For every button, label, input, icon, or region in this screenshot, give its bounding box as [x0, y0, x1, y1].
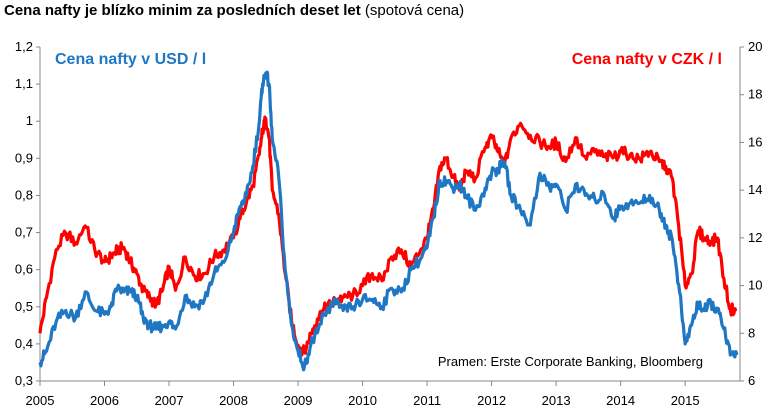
chart-title-main: Cena nafty je blízko minim za posledních… [4, 2, 361, 19]
x-tick-label: 2011 [413, 393, 441, 408]
source-note: Pramen: Erste Corporate Banking, Bloombe… [438, 354, 703, 369]
series-label-usd: Cena nafty v USD / l [55, 51, 206, 68]
y-left-tick-label: 0,5 [15, 299, 33, 314]
x-tick-label: 2015 [671, 393, 700, 408]
x-tick-label: 2007 [155, 393, 184, 408]
y-right-tick-label: 8 [748, 325, 755, 340]
y-left-tick-label: 1,2 [15, 39, 33, 54]
chart-axes: 0,3 0,4 0,5 0,6 0,7 0,8 0,9 1 1,1 1,2 6 8 10 12 14 16 18… [15, 39, 763, 408]
x-tick-label: 2008 [219, 393, 248, 408]
y-left-tick-label: 0,6 [15, 262, 33, 277]
chart-title-sub: (spotová cena) [364, 2, 465, 19]
chart-lines [38, 70, 739, 372]
chart-title: Cena nafty je blízko minim za posledních… [4, 2, 464, 19]
series-line-czk [38, 115, 738, 357]
y-right-tick-label: 16 [748, 134, 762, 149]
y-right-tick-label: 10 [748, 278, 762, 293]
y-left-tick-label: 0,3 [15, 373, 33, 388]
y-left-tick-label: 1 [26, 113, 33, 128]
series-line-usd [38, 70, 739, 372]
x-tick-label: 2010 [348, 393, 377, 408]
y-right-tick-label: 14 [748, 182, 762, 197]
y-left-tick-label: 0,8 [15, 187, 33, 202]
x-tick-label: 2006 [90, 393, 119, 408]
y-left-tick-label: 0,7 [15, 225, 33, 240]
x-tick-label: 2012 [477, 393, 506, 408]
y-right-tick-label: 6 [748, 373, 755, 388]
series-label-czk: Cena nafty v CZK / l [572, 51, 722, 68]
x-tick-label: 2005 [26, 393, 55, 408]
y-left-tick-label: 0,9 [15, 150, 33, 165]
x-tick-label: 2013 [542, 393, 571, 408]
x-tick-label: 2014 [606, 393, 635, 408]
y-left-tick-label: 0,4 [15, 336, 33, 351]
y-left-tick-label: 1,1 [15, 76, 33, 91]
chart-labels: Cena nafty v USD / l Cena nafty v CZK / … [55, 51, 722, 369]
y-right-tick-label: 18 [748, 87, 762, 102]
x-tick-label: 2009 [284, 393, 313, 408]
y-right-tick-label: 20 [748, 39, 762, 54]
y-right-tick-label: 12 [748, 230, 762, 245]
